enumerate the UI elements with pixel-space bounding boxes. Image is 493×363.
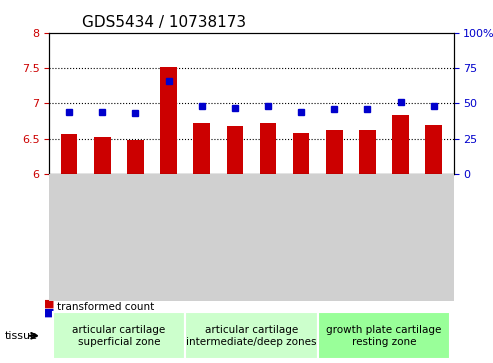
Bar [61, 134, 77, 174]
Text: GDS5434 / 10738173: GDS5434 / 10738173 [82, 15, 246, 30]
Text: articular cartilage
intermediate/deep zones: articular cartilage intermediate/deep zo… [186, 325, 317, 347]
Bar [193, 123, 210, 174]
Text: ■: ■ [44, 308, 55, 318]
Text: articular cartilage
superficial zone: articular cartilage superficial zone [72, 325, 166, 347]
Text: transformed count: transformed count [57, 302, 154, 312]
Bar [127, 140, 144, 174]
Bar [94, 137, 110, 174]
Bar [293, 133, 310, 174]
Text: percentile rank within the sample: percentile rank within the sample [57, 311, 233, 321]
Text: ■: ■ [44, 299, 55, 309]
Bar [160, 67, 177, 174]
Bar [260, 123, 276, 174]
Text: tissue: tissue [5, 331, 38, 341]
Bar [326, 130, 343, 174]
Bar [359, 130, 376, 174]
Text: growth plate cartilage
resting zone: growth plate cartilage resting zone [326, 325, 442, 347]
Bar [425, 125, 442, 174]
Bar [227, 126, 243, 174]
Bar [392, 115, 409, 174]
